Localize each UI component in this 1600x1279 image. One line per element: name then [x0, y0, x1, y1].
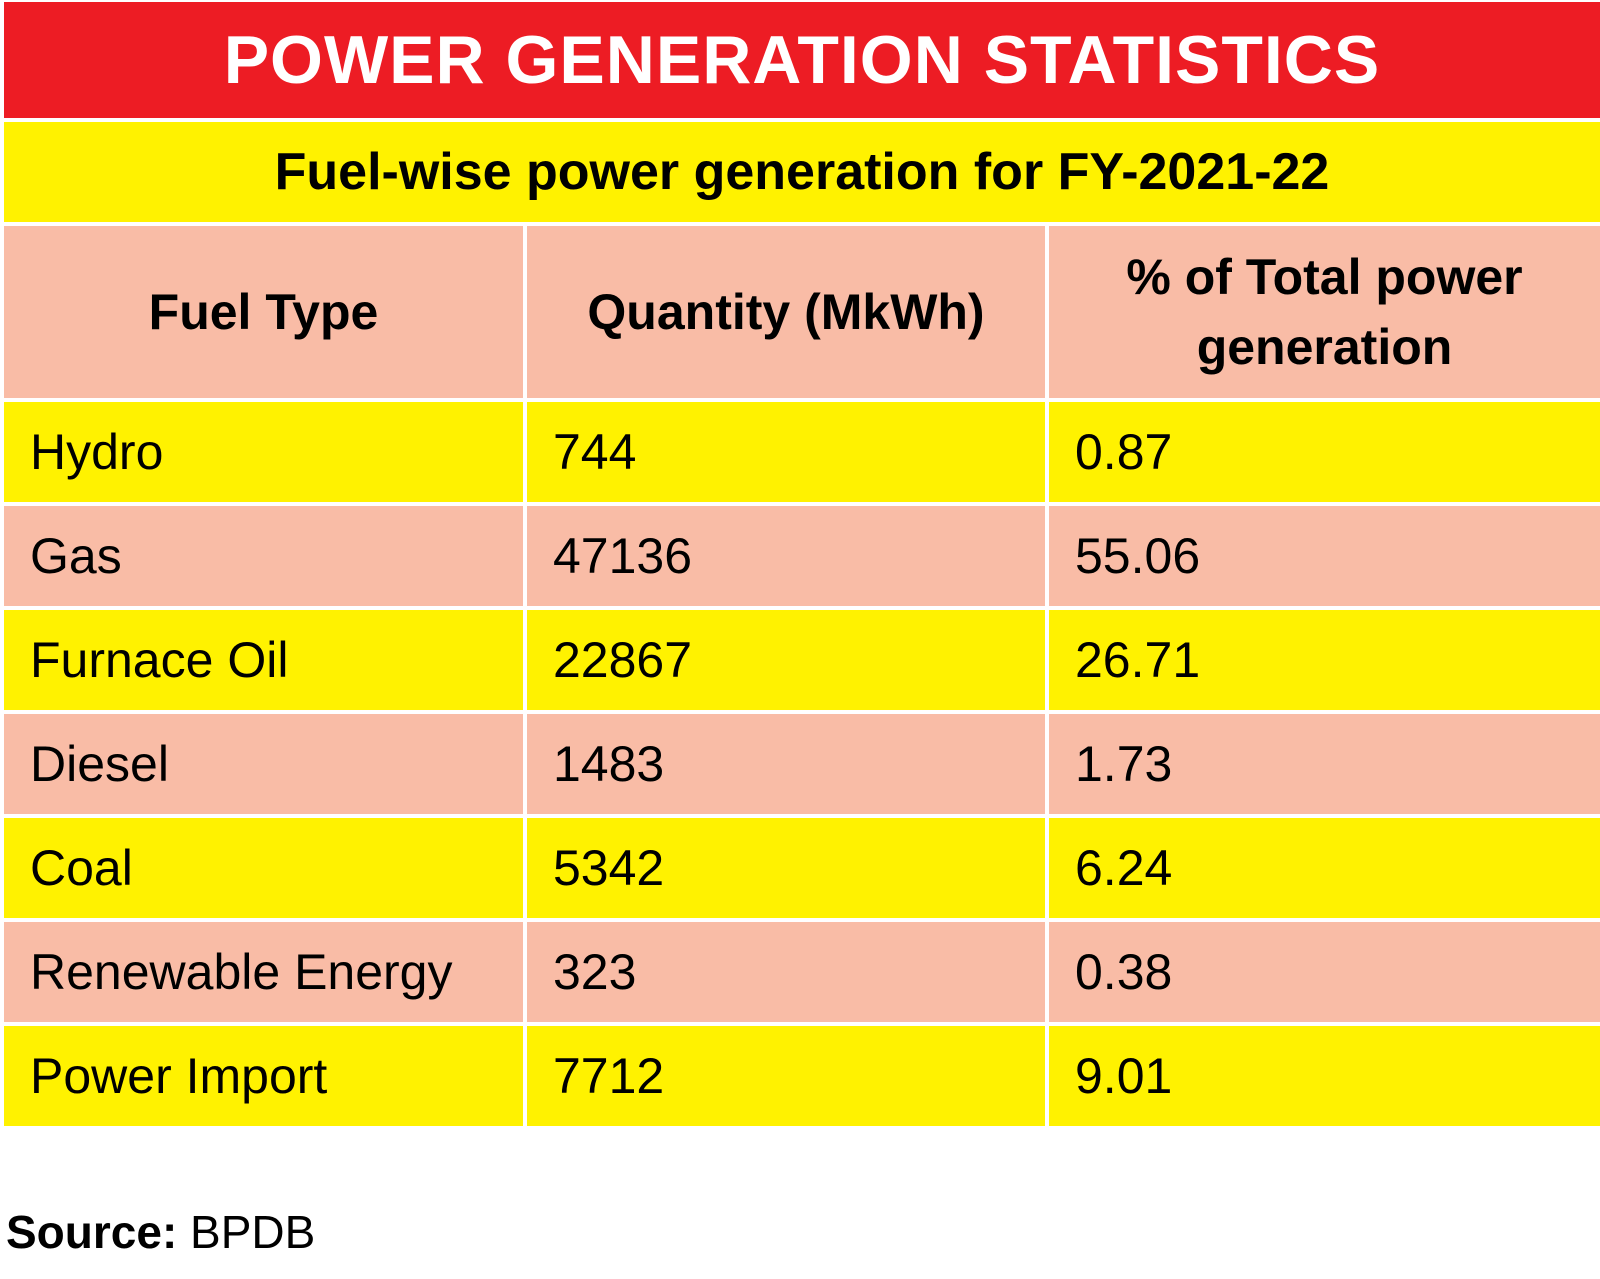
table-row: Diesel 1483 1.73	[4, 710, 1600, 818]
cell-quantity: 1483	[523, 710, 1049, 818]
cell-fuel: Furnace Oil	[4, 606, 527, 714]
cell-quantity: 7712	[523, 1022, 1049, 1130]
header-quantity: Quantity (MkWh)	[523, 226, 1049, 402]
subtitle: Fuel-wise power generation for FY-2021-2…	[274, 143, 1330, 201]
cell-percent: 26.71	[1045, 606, 1600, 714]
title-banner: POWER GENERATION STATISTICS	[4, 2, 1600, 122]
power-generation-table: Fuel Type Quantity (MkWh) % of Total pow…	[4, 226, 1600, 1130]
cell-fuel: Coal	[4, 814, 527, 922]
cell-quantity: 323	[523, 918, 1049, 1026]
table-row: Furnace Oil 22867 26.71	[4, 606, 1600, 714]
source-value: BPDB	[190, 1206, 316, 1258]
main-title: POWER GENERATION STATISTICS	[223, 22, 1381, 98]
cell-percent: 9.01	[1045, 1022, 1600, 1130]
cell-percent: 6.24	[1045, 814, 1600, 922]
cell-fuel: Gas	[4, 502, 527, 610]
cell-percent: 55.06	[1045, 502, 1600, 610]
cell-percent: 0.87	[1045, 398, 1600, 506]
cell-fuel: Hydro	[4, 398, 527, 506]
table-header-row: Fuel Type Quantity (MkWh) % of Total pow…	[4, 226, 1600, 402]
source-line: Source: BPDB	[6, 1205, 315, 1259]
table-row: Gas 47136 55.06	[4, 502, 1600, 610]
cell-quantity: 5342	[523, 814, 1049, 922]
cell-fuel: Power Import	[4, 1022, 527, 1130]
cell-percent: 0.38	[1045, 918, 1600, 1026]
cell-fuel: Renewable Energy	[4, 918, 527, 1026]
cell-quantity: 47136	[523, 502, 1049, 610]
header-fuel-type: Fuel Type	[4, 226, 527, 402]
cell-quantity: 744	[523, 398, 1049, 506]
cell-percent: 1.73	[1045, 710, 1600, 818]
table-row: Coal 5342 6.24	[4, 814, 1600, 922]
cell-fuel: Diesel	[4, 710, 527, 818]
header-percent-total: % of Total power generation	[1045, 226, 1600, 402]
source-label: Source:	[6, 1206, 178, 1258]
table-row: Hydro 744 0.87	[4, 398, 1600, 506]
table-row: Power Import 7712 9.01	[4, 1022, 1600, 1130]
infographic: POWER GENERATION STATISTICS Fuel-wise po…	[4, 2, 1600, 1130]
table-row: Renewable Energy 323 0.38	[4, 918, 1600, 1026]
cell-quantity: 22867	[523, 606, 1049, 714]
subtitle-banner: Fuel-wise power generation for FY-2021-2…	[4, 122, 1600, 226]
